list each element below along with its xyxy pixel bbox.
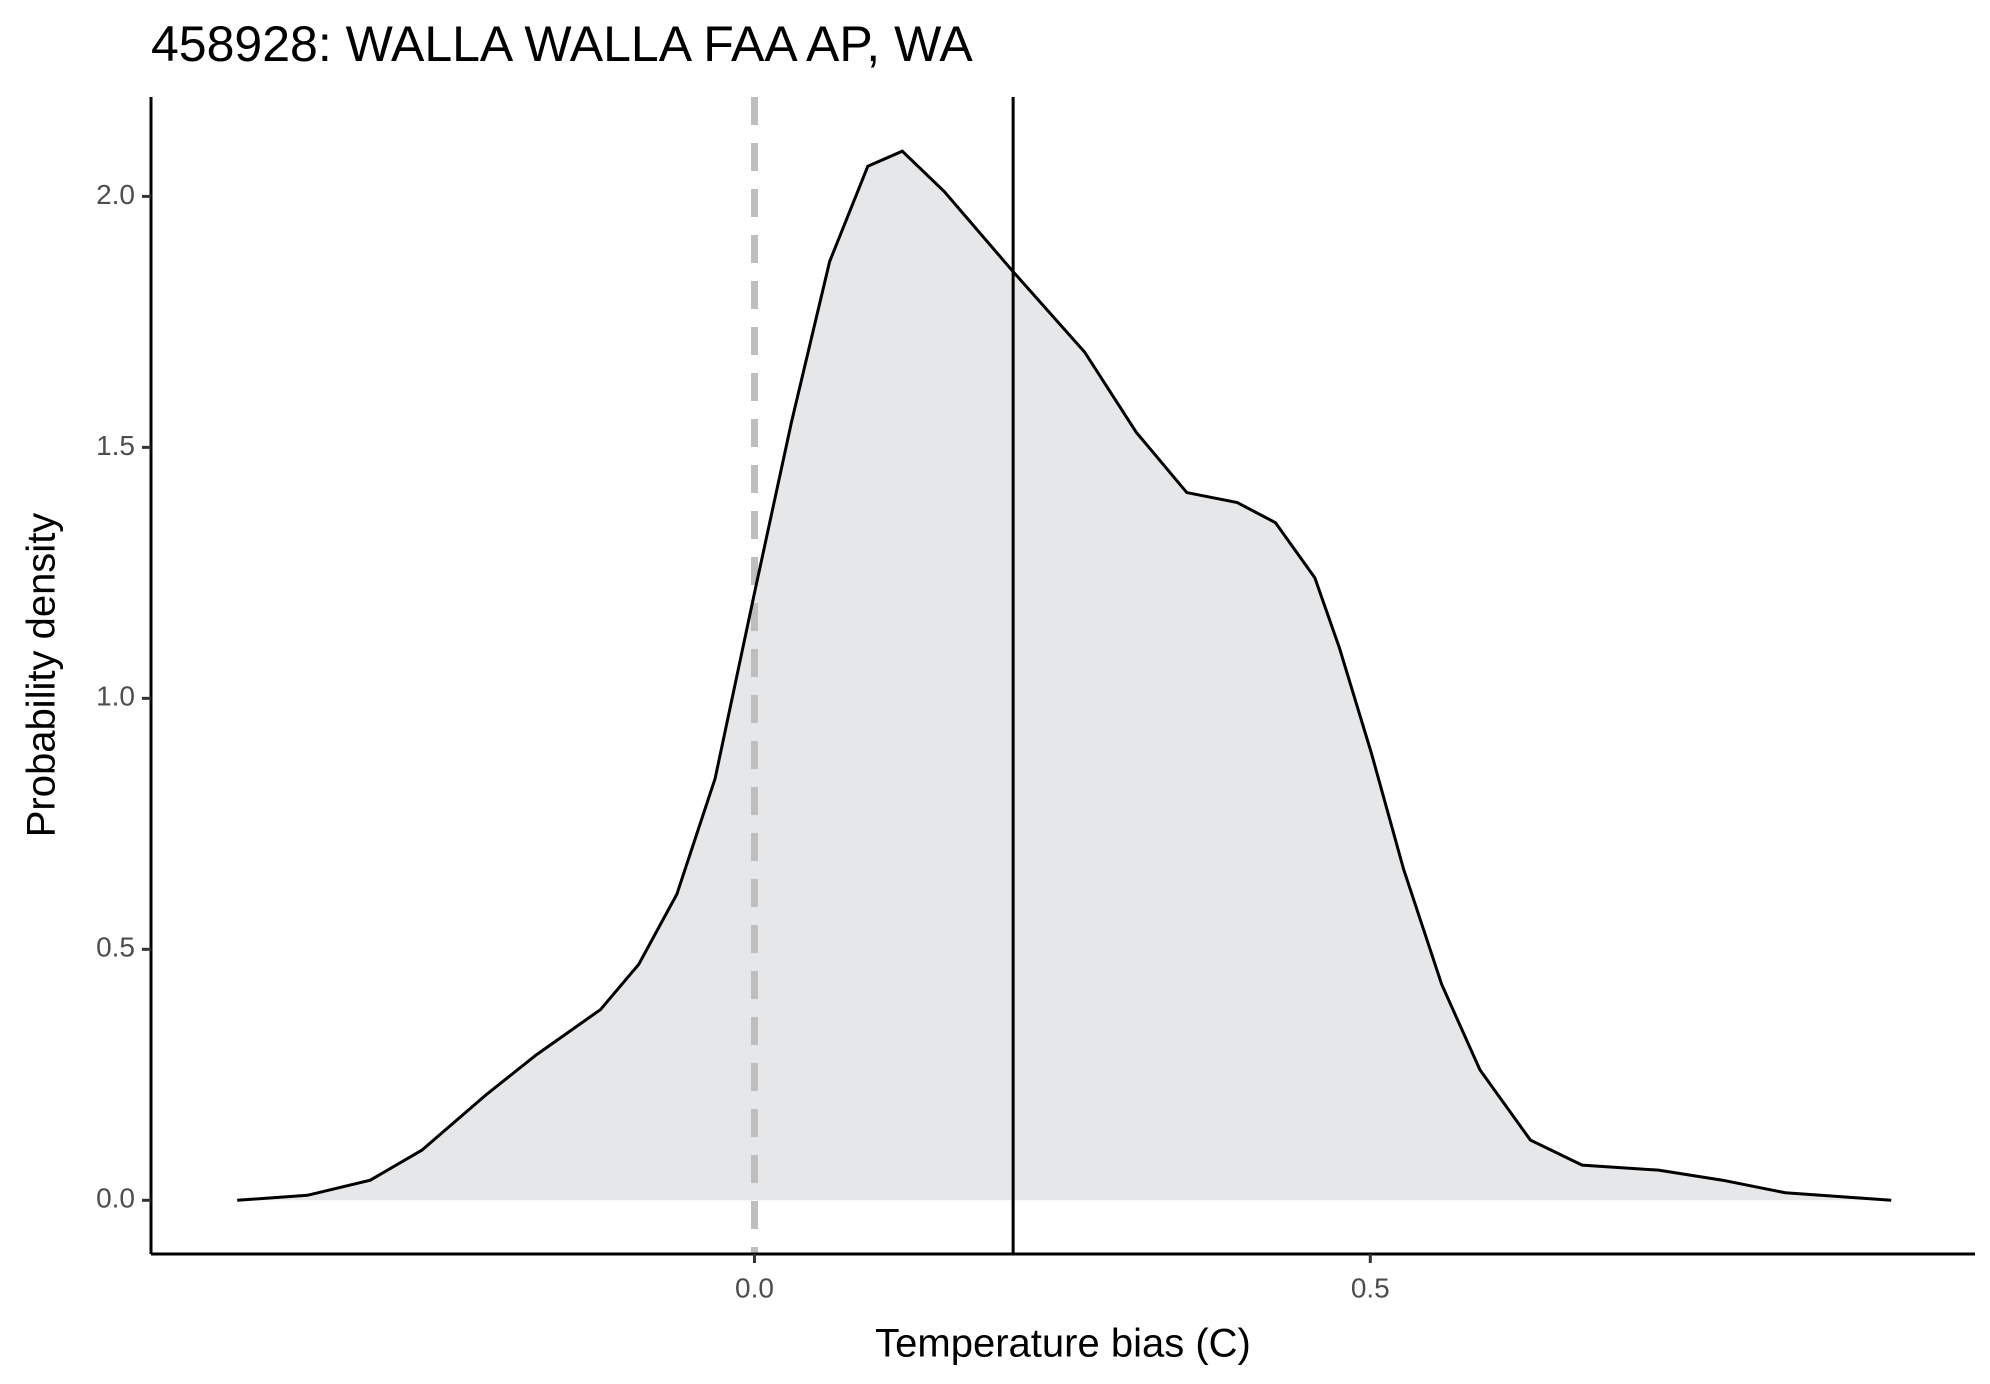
chart-title: 458928: WALLA WALLA FAA AP, WA <box>151 16 973 72</box>
y-tick-label: 1.5 <box>96 430 135 461</box>
x-tick-label: 0.5 <box>1351 1272 1390 1303</box>
y-tick-label: 0.5 <box>96 932 135 963</box>
y-tick-label: 1.0 <box>96 681 135 712</box>
x-tick-label: 0.0 <box>735 1272 774 1303</box>
y-axis-title: Probability density <box>20 513 64 838</box>
density-area <box>237 151 1892 1201</box>
density-line <box>237 149 1892 1202</box>
x-axis-title: Temperature bias (C) <box>875 1322 1251 1366</box>
y-tick-label: 0.0 <box>96 1183 135 1214</box>
y-tick-label: 2.0 <box>96 179 135 210</box>
